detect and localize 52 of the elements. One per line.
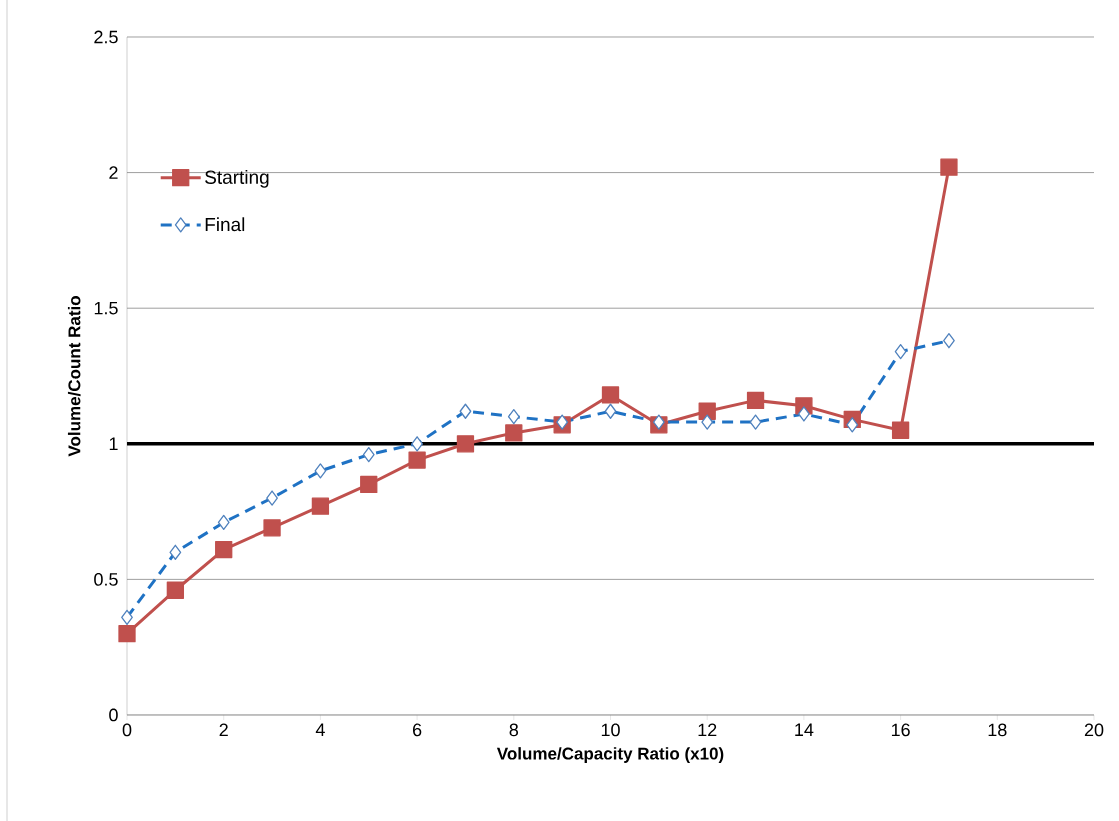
point	[507, 409, 520, 425]
point	[408, 451, 426, 469]
x-tick-label: 6	[413, 723, 422, 737]
y-tick-label: 0	[109, 708, 118, 722]
point	[652, 414, 665, 430]
point	[166, 581, 185, 599]
x-tick-label: 14	[795, 723, 814, 736]
point	[701, 414, 714, 430]
x-tick-label: 4	[315, 723, 325, 736]
legend-label: Final	[205, 217, 245, 232]
point	[314, 463, 327, 479]
point	[311, 497, 330, 515]
point	[746, 391, 765, 410]
point	[215, 540, 233, 559]
y-axis-title: Volume/Count Ratio	[67, 296, 81, 457]
y-tick-label: 0.5	[94, 573, 118, 586]
point	[846, 417, 859, 433]
x-tick-label: 12	[698, 723, 717, 737]
x-axis-title: Volume/Capacity Ratio (x10)	[496, 747, 724, 763]
point	[749, 414, 762, 430]
y-tick-label: 2	[109, 166, 118, 179]
point	[940, 158, 958, 176]
point	[118, 624, 136, 643]
x-tick-label: 20	[1084, 723, 1104, 737]
point	[411, 436, 424, 452]
point	[217, 514, 230, 531]
x-tick-label: 2	[219, 723, 228, 737]
point	[360, 475, 378, 494]
point	[556, 414, 569, 430]
point	[263, 519, 281, 537]
x-tick-label: 16	[891, 723, 910, 737]
x-tick-label: 10	[601, 723, 620, 737]
y-tick-label: 1.5	[94, 301, 118, 315]
x-tick-label: 0	[122, 723, 132, 737]
point	[601, 386, 620, 404]
point	[505, 424, 523, 442]
point	[894, 343, 907, 360]
point	[459, 403, 472, 419]
point	[456, 435, 475, 453]
x-tick-label: 18	[988, 723, 1007, 737]
point	[266, 490, 278, 506]
y-tick-label: 2.5	[94, 30, 118, 44]
point	[169, 544, 182, 560]
point	[891, 421, 910, 439]
point	[362, 446, 375, 463]
point	[943, 333, 955, 349]
x-tick-label: 8	[509, 723, 519, 737]
y-tick-label: 1	[109, 437, 118, 450]
point	[798, 406, 810, 422]
point	[121, 609, 133, 625]
point	[604, 403, 617, 419]
legend-label: Starting	[205, 170, 269, 188]
